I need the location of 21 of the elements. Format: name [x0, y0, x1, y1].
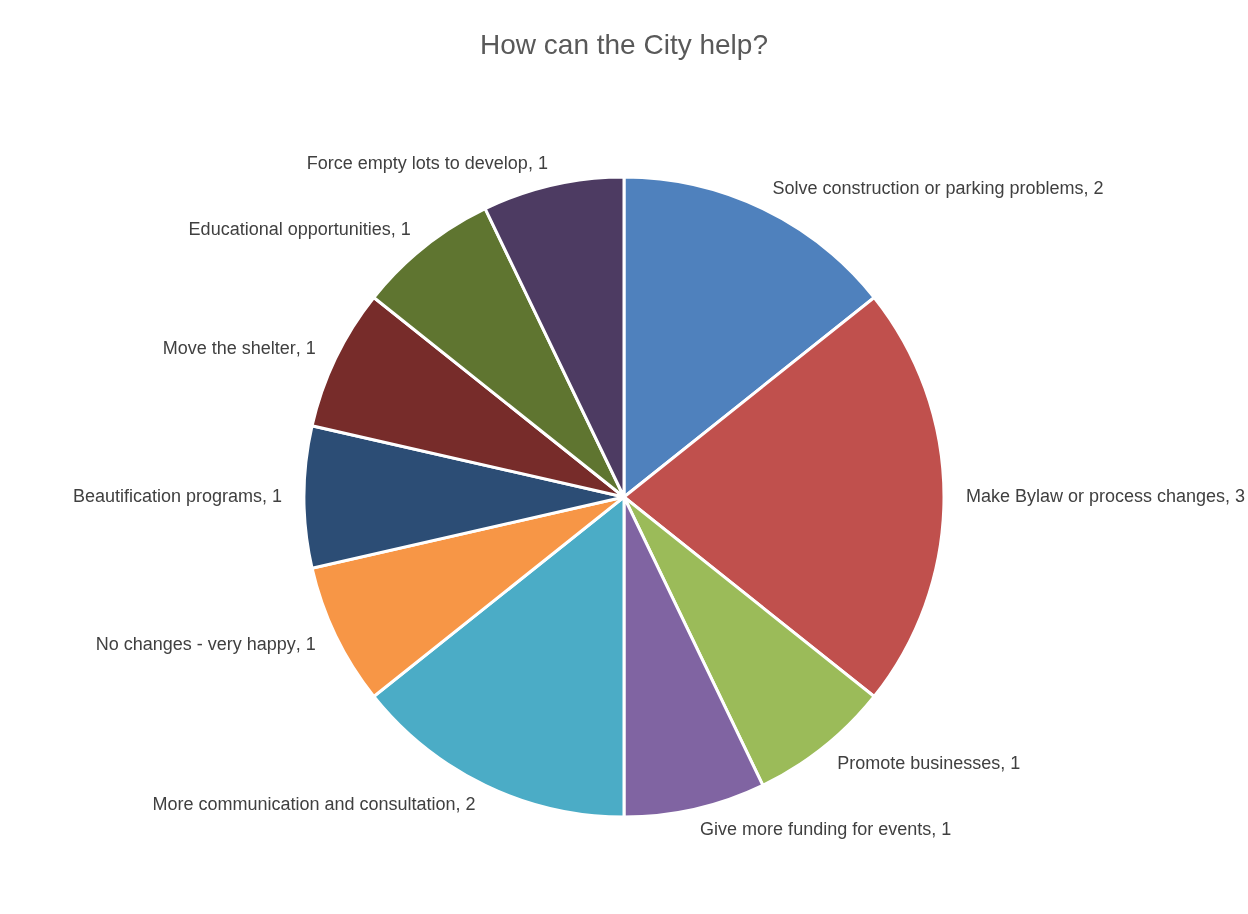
- data-label: , 1: [295, 337, 316, 358]
- slice-label: Make Bylaw or process changes: [966, 486, 1226, 506]
- slice-label: Give more funding for events: [700, 819, 932, 840]
- data-label: , 1: [931, 819, 952, 840]
- slice-label: Beautification programs: [72, 486, 262, 506]
- chart-title: How can the City help?: [480, 29, 768, 60]
- slice-label: Educational opportunities: [188, 218, 391, 239]
- slice-label: Move the shelter: [162, 337, 296, 358]
- data-label: , 1: [1000, 753, 1021, 774]
- slice-label: No changes - very happy: [95, 634, 296, 655]
- data-label: , 1: [527, 152, 548, 173]
- data-label: , 2: [1083, 177, 1104, 198]
- data-label: , 1: [261, 486, 282, 506]
- data-label: , 1: [295, 634, 316, 655]
- slice-label: Solve construction or parking problems: [772, 177, 1084, 198]
- data-label: , 1: [390, 218, 411, 239]
- slice-label: Force empty lots to develop: [306, 152, 528, 173]
- slice-label: More communication and consultation: [152, 794, 456, 815]
- slice-label: Promote businesses: [837, 753, 1001, 774]
- data-label: , 2: [455, 794, 476, 815]
- data-label: , 3: [1225, 486, 1246, 506]
